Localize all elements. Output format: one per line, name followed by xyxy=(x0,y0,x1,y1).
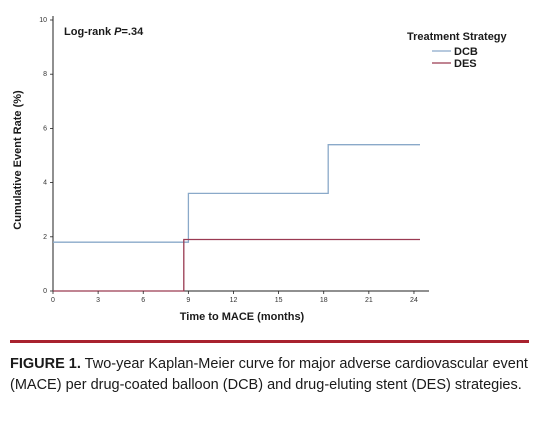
series-line-des xyxy=(53,238,420,292)
x-tick-label: 9 xyxy=(186,297,190,304)
x-tick-label: 3 xyxy=(96,297,100,304)
x-axis-ticks: 0 3 6 9 12 15 18 21 24 xyxy=(51,291,418,304)
x-tick-label: 0 xyxy=(51,297,55,304)
x-tick-label: 12 xyxy=(230,297,238,304)
y-tick-label: 0 xyxy=(43,288,47,295)
x-axis-title: Time to MACE (months) xyxy=(180,311,305,323)
y-tick-label: 2 xyxy=(43,234,47,241)
annotation-value: =.34 xyxy=(121,26,144,38)
x-tick-label: 24 xyxy=(410,297,418,304)
figure-caption: FIGURE 1. Two-year Kaplan-Meier curve fo… xyxy=(10,354,535,396)
y-tick-label: 8 xyxy=(43,71,47,78)
x-tick-label: 6 xyxy=(141,297,145,304)
y-tick-label: 4 xyxy=(43,180,47,187)
legend-label-dcb: DCB xyxy=(454,46,478,58)
x-tick-label: 15 xyxy=(275,297,283,304)
legend-title: Treatment Strategy xyxy=(407,31,508,43)
annotation-prefix: Log-rank xyxy=(64,26,114,38)
y-axis-title: Cumulative Event Rate (%) xyxy=(12,90,24,230)
y-axis-ticks: 0 2 4 6 8 10 xyxy=(39,17,53,295)
annotation-p: P xyxy=(114,26,122,38)
figure-caption-text: Two-year Kaplan-Meier curve for major ad… xyxy=(10,356,528,393)
x-tick-label: 21 xyxy=(365,297,373,304)
caption-divider xyxy=(10,340,529,343)
axes xyxy=(52,16,429,292)
x-tick-label: 18 xyxy=(320,297,328,304)
y-tick-label: 6 xyxy=(43,125,47,132)
series-line-dcb xyxy=(53,144,420,243)
y-tick-label: 10 xyxy=(39,17,47,24)
legend-label-des: DES xyxy=(454,58,477,70)
curves xyxy=(53,144,420,292)
figure-label: FIGURE 1. xyxy=(10,356,81,372)
log-rank-annotation: Log-rank P=.34 xyxy=(64,26,144,38)
